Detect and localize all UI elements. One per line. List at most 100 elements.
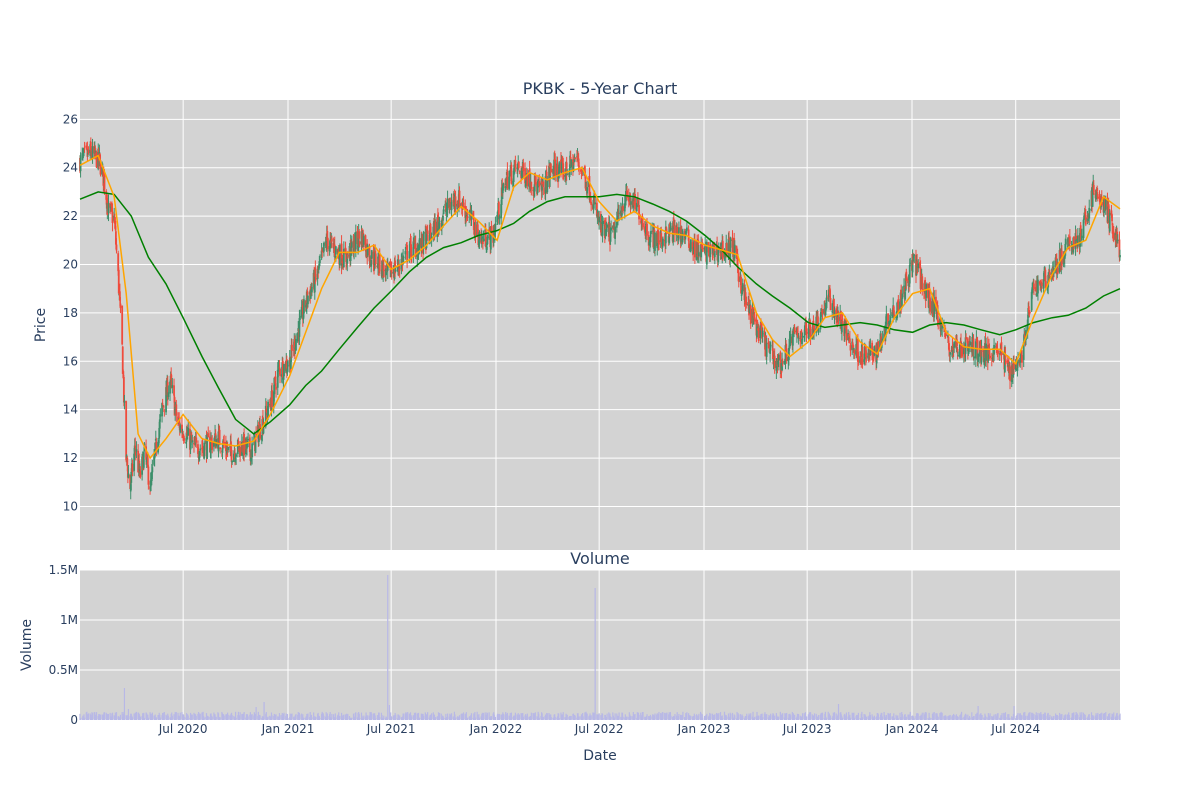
candle-body — [829, 298, 832, 311]
candle-body — [304, 300, 307, 308]
volume-bar — [530, 712, 532, 720]
candle-body — [316, 268, 319, 279]
candle-body — [887, 313, 889, 327]
candle-body — [573, 157, 576, 162]
candle-body — [783, 360, 786, 365]
volume-bar — [115, 712, 118, 720]
volume-bar — [274, 714, 276, 720]
candle-body — [967, 347, 970, 354]
candle-body — [793, 327, 796, 333]
candle-body — [110, 205, 113, 207]
candle-body — [638, 204, 640, 220]
candle-body — [1108, 212, 1111, 232]
candle-body — [879, 340, 881, 352]
candle-body — [497, 202, 500, 218]
volume-bar — [865, 717, 868, 720]
candle-body — [586, 187, 589, 194]
volume-bar — [560, 712, 562, 720]
candle-body — [1103, 198, 1106, 200]
candle-body — [941, 325, 944, 329]
volume-bar — [861, 717, 864, 720]
volume-bar — [1117, 715, 1119, 720]
candle-body — [231, 460, 234, 463]
candle-body — [1111, 223, 1114, 234]
volume-bar — [1023, 712, 1025, 720]
candle-body — [1075, 235, 1078, 240]
volume-bar — [592, 712, 594, 720]
candle-body — [947, 336, 950, 343]
candle-body — [126, 468, 129, 478]
candle-body — [203, 442, 206, 459]
candle-body — [817, 316, 819, 332]
candle-body — [525, 180, 528, 184]
candle-body — [757, 326, 760, 328]
candle-body — [154, 442, 157, 455]
candle-body — [1033, 283, 1035, 290]
candle-body — [173, 385, 175, 396]
volume-bar — [1095, 713, 1097, 720]
candle-body — [154, 438, 157, 441]
candle-body — [896, 302, 899, 319]
volume-bar — [997, 713, 999, 720]
candle-body — [929, 298, 932, 312]
candle-body — [414, 243, 417, 257]
candle-body — [709, 244, 712, 248]
volume-bar — [486, 713, 489, 720]
volume-bar — [736, 711, 738, 720]
candle-body — [839, 313, 842, 321]
candle-body — [859, 354, 862, 357]
volume-bar — [223, 715, 225, 720]
volume-bar — [824, 711, 826, 720]
candle-body — [254, 436, 257, 453]
candle-body — [1037, 279, 1039, 294]
candle-body — [605, 228, 608, 233]
candle-body — [632, 193, 635, 208]
volume-bar — [574, 715, 576, 720]
candle-body — [372, 251, 375, 265]
candle-body — [345, 252, 348, 263]
candle-body — [142, 452, 145, 468]
volume-bar — [213, 712, 215, 720]
candle-body — [813, 328, 816, 331]
candle-body — [1042, 279, 1045, 289]
volume-bar — [1021, 715, 1023, 720]
candle-body — [605, 225, 607, 230]
candle-body — [422, 231, 425, 250]
volume-bar — [1051, 716, 1053, 720]
volume-bar — [774, 715, 776, 720]
candle-body — [338, 245, 341, 266]
volume-x-tick-labels: Jul 2020 Jan 2021 Jul 2021 Jan 2022 Jul 2022… — [158, 722, 1040, 736]
volume-bar — [275, 714, 277, 720]
candle-body — [195, 437, 198, 443]
volume-bar — [706, 713, 708, 720]
candle-body — [831, 304, 834, 312]
x-tick-label: Jul 2023 — [782, 722, 832, 736]
volume-bar — [1061, 713, 1063, 720]
price-y-tick-label: 16 — [63, 354, 78, 368]
volume-bar — [307, 713, 309, 720]
candle-body — [1041, 282, 1043, 287]
volume-bar — [642, 712, 644, 720]
volume-bar — [797, 714, 800, 720]
candle-body — [295, 338, 297, 351]
candle-body — [992, 355, 995, 358]
candle-body — [342, 248, 345, 268]
volume-bar — [670, 715, 672, 720]
volume-bar — [239, 712, 241, 720]
long-moving-average-line — [79, 191, 1121, 435]
volume-bar — [961, 717, 963, 720]
candle-body — [589, 196, 592, 203]
candle-body — [663, 239, 666, 242]
volume-bar — [658, 711, 660, 720]
candle-body — [197, 453, 200, 458]
volume-bar — [829, 715, 832, 720]
candle-body — [520, 170, 523, 177]
volume-bar — [796, 713, 799, 720]
candle-body — [972, 338, 975, 357]
candle-body — [777, 361, 779, 365]
candle-body — [992, 355, 994, 361]
candle-body — [580, 172, 583, 173]
volume-bar — [211, 716, 213, 720]
volume-bar — [849, 714, 851, 720]
volume-bar — [281, 712, 283, 720]
